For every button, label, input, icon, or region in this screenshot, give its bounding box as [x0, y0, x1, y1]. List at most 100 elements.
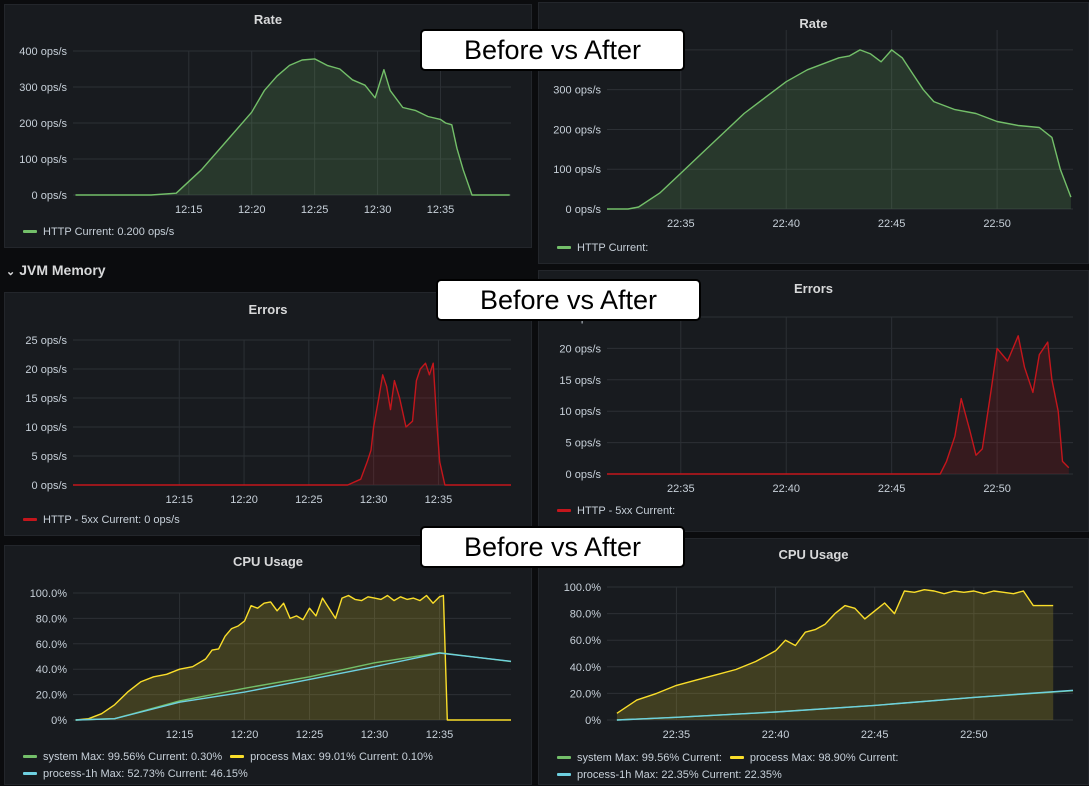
- series-line-http: [607, 49, 1072, 210]
- y-tick-label: 40.0%: [36, 664, 67, 676]
- legend-swatch-icon: [557, 509, 571, 512]
- cpu-before-chart: 0% 20.0% 40.0% 60.0% 80.0% 100.0% 12:15 12:20 12…: [30, 588, 512, 741]
- errors-after-chart: 0 ops/s5 ops/s10 ops/s15 ops/s20 ops/s25…: [559, 312, 1073, 495]
- x-tick-label: 12:30: [360, 494, 388, 506]
- x-tick-label: 22:45: [878, 483, 906, 495]
- legend-label: HTTP - 5xx Current:: [577, 504, 676, 517]
- series-area-http: [607, 49, 1071, 210]
- x-tick-label: 12:35: [427, 204, 455, 216]
- y-tick-label: 60.0%: [36, 639, 67, 651]
- y-tick-label: 20 ops/s: [559, 343, 601, 355]
- y-tick-label: 0 ops/s: [32, 480, 68, 492]
- legend-entry[interactable]: HTTP - 5xx Current:: [557, 505, 675, 517]
- legend-row: HTTP - 5xx Current: 0 ops/s: [23, 511, 188, 528]
- x-tick-label: 22:40: [762, 729, 790, 741]
- cpu-after-chart: 0% 20.0% 40.0% 60.0% 80.0% 100.0% 22:35 22:40 22…: [564, 582, 1074, 741]
- x-tick-label: 22:50: [960, 729, 988, 741]
- y-tick-label: 60.0%: [570, 635, 601, 647]
- legend-entry[interactable]: process Max: 98.90% Current:: [729, 752, 898, 764]
- before-vs-after-label-errors: Before vs After: [436, 279, 701, 321]
- y-tick-label: 300 ops/s: [19, 82, 67, 94]
- x-tick-label: 12:20: [231, 729, 259, 741]
- x-tick-label: 12:30: [361, 729, 389, 741]
- series-line-http---5xx: [73, 362, 511, 486]
- y-tick-label: 0%: [51, 715, 67, 727]
- x-tick-label: 22:35: [663, 729, 691, 741]
- y-tick-label: 200 ops/s: [19, 118, 67, 130]
- panel-title[interactable]: Errors: [793, 281, 834, 296]
- x-tick-label: 12:25: [295, 494, 323, 506]
- x-tick-label: 12:15: [175, 204, 203, 216]
- y-tick-label: 5 ops/s: [566, 438, 602, 450]
- series-line-http---5xx: [607, 335, 1070, 475]
- y-tick-label: 0 ops/s: [566, 204, 602, 216]
- chevron-down-icon: ⌄: [6, 266, 16, 278]
- x-tick-label: 22:45: [878, 218, 906, 230]
- cpu-after-panel: CPU Usage 0% 20.0% 40.0% 60.0% 80.0% 100.0% 22…: [538, 538, 1089, 785]
- legend: HTTP Current: 0.200 ops/s: [23, 223, 182, 240]
- legend-swatch-icon: [557, 756, 571, 759]
- series-area-http: [75, 58, 510, 196]
- legend-entry[interactable]: system Max: 99.56% Current:: [557, 752, 722, 764]
- series-area-process: [616, 589, 1054, 720]
- legend-entry[interactable]: process Max: 99.01% Current: 0.10%: [230, 751, 433, 763]
- legend-row: HTTP - 5xx Current:: [557, 502, 683, 519]
- legend-entry[interactable]: process-1h Max: 52.73% Current: 46.15%: [23, 768, 248, 780]
- legend-swatch-icon: [23, 755, 37, 758]
- legend-row: HTTP Current:: [557, 239, 656, 256]
- y-tick-label: 15 ops/s: [559, 375, 601, 387]
- y-tick-label: 100.0%: [30, 588, 68, 600]
- errors-before-chart: 0 ops/s 5 ops/s 10 ops/s 15 ops/s 20 ops/s 25…: [25, 335, 511, 506]
- cpu-before-panel: CPU Usage 0% 20.0% 40.0% 60.0% 80.0% 100.0% 12…: [4, 545, 532, 785]
- panel-title[interactable]: Errors: [248, 302, 288, 317]
- y-tick-label: 200 ops/s: [553, 124, 601, 136]
- legend-label: process-1h Max: 22.35% Current: 22.35%: [577, 768, 782, 781]
- panel-title[interactable]: CPU Usage: [232, 554, 304, 569]
- panel-title[interactable]: CPU Usage: [778, 547, 849, 562]
- legend-swatch-icon: [23, 518, 37, 521]
- legend-label: HTTP Current: 0.200 ops/s: [43, 225, 175, 238]
- x-tick-label: 22:50: [983, 218, 1011, 230]
- y-tick-label: 40.0%: [570, 662, 601, 674]
- panel-title[interactable]: Rate: [253, 12, 283, 27]
- legend-swatch-icon: [23, 230, 37, 233]
- legend: HTTP - 5xx Current:: [557, 502, 683, 519]
- legend: HTTP - 5xx Current: 0 ops/s: [23, 511, 188, 528]
- legend-row: HTTP Current: 0.200 ops/s: [23, 223, 182, 240]
- x-tick-label: 22:45: [861, 729, 889, 741]
- series-line-process: [75, 594, 511, 721]
- legend-row: process-1h Max: 52.73% Current: 46.15%: [23, 765, 441, 782]
- x-tick-label: 12:25: [296, 729, 324, 741]
- x-tick-label: 12:35: [426, 729, 454, 741]
- legend-row: system Max: 99.56% Current: process Max: …: [557, 749, 906, 766]
- y-tick-label: 100 ops/s: [553, 164, 601, 176]
- panel-title[interactable]: Rate: [799, 16, 828, 31]
- y-tick-label: 100.0%: [564, 582, 602, 594]
- before-vs-after-label-cpu: Before vs After: [420, 526, 685, 568]
- x-tick-label: 12:20: [230, 494, 258, 506]
- y-tick-label: 0 ops/s: [32, 190, 68, 202]
- legend: system Max: 99.56% Current: 0.30% process…: [23, 748, 441, 782]
- legend-swatch-icon: [230, 755, 245, 758]
- y-tick-label: 80.0%: [36, 613, 67, 625]
- y-tick-label: 25 ops/s: [25, 335, 67, 347]
- x-tick-label: 12:25: [301, 204, 329, 216]
- legend-entry[interactable]: process-1h Max: 22.35% Current: 22.35%: [557, 769, 782, 781]
- series-line-http: [75, 58, 510, 196]
- legend-entry[interactable]: HTTP Current: 0.200 ops/s: [23, 226, 174, 238]
- legend-swatch-icon: [557, 773, 571, 776]
- legend-row: process-1h Max: 22.35% Current: 22.35%: [557, 766, 906, 783]
- section-title: JVM Memory: [19, 262, 106, 278]
- legend-row: system Max: 99.56% Current: 0.30% process…: [23, 748, 441, 765]
- legend-entry[interactable]: HTTP - 5xx Current: 0 ops/s: [23, 514, 180, 526]
- x-tick-label: 12:20: [238, 204, 266, 216]
- jvm-memory-row-header[interactable]: ⌄ JVM Memory: [6, 262, 106, 278]
- before-vs-after-label-rate: Before vs After: [420, 29, 685, 71]
- legend-label: HTTP Current:: [577, 241, 649, 254]
- legend-entry[interactable]: HTTP Current:: [557, 242, 648, 254]
- x-tick-label: 12:15: [165, 494, 193, 506]
- x-tick-label: 22:35: [667, 483, 695, 495]
- series-area-process: [75, 595, 511, 720]
- legend-entry[interactable]: system Max: 99.56% Current: 0.30%: [23, 751, 222, 763]
